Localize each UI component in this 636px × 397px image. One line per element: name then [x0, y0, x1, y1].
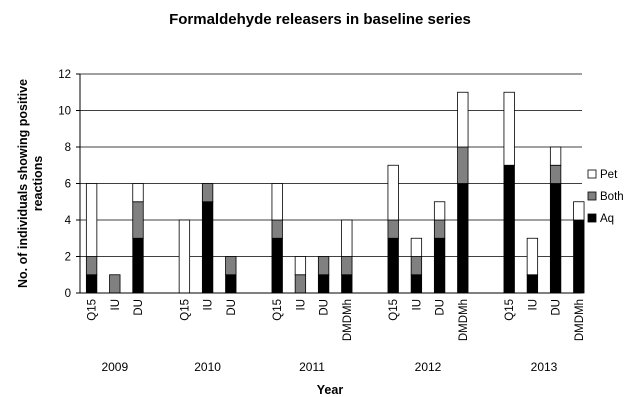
bar-segment-aq: [503, 164, 515, 294]
bar-segment-both: [317, 256, 330, 276]
legend-swatch-both: [587, 191, 597, 201]
y-tick-label: 12: [58, 69, 71, 81]
category-label: DMDMh: [574, 299, 586, 341]
bar-segment-pet: [549, 146, 562, 166]
bar-segment-both: [410, 256, 423, 276]
legend-label: Both: [600, 191, 624, 203]
year-label: 2009: [101, 360, 128, 374]
year-label: 2010: [194, 360, 221, 374]
bar-segment-pet: [433, 201, 446, 221]
category-label: Q15: [504, 299, 516, 321]
bar-segment-pet: [132, 183, 144, 203]
bar-segment-aq: [387, 237, 399, 294]
gridlines: [80, 73, 582, 257]
year-labels: 2009 2010 2011 2012 2013: [101, 360, 557, 374]
bar-segment-aq: [433, 237, 446, 294]
category-label: Q15: [179, 299, 191, 321]
chart-title: Formaldehyde releasers in baseline serie…: [169, 11, 471, 28]
bar-segment-pet: [341, 219, 353, 257]
category-label: DU: [226, 299, 238, 316]
year-label: 2011: [299, 360, 325, 374]
bar-segment-both: [294, 274, 307, 294]
category-labels: Q15 IU DU Q15 IU DU Q15 IU DU DMDMh Q15 IU DU DMDMh Q1…: [87, 299, 586, 341]
bar-segment-aq: [457, 183, 469, 294]
category-label: DMDMh: [458, 299, 470, 341]
bar-segment-aq: [549, 183, 562, 294]
bar-segment-pet: [410, 237, 423, 257]
category-label: Q15: [388, 299, 400, 321]
bar-segment-aq: [85, 274, 98, 294]
bar-segment-pet: [387, 164, 399, 221]
bar-segment-both: [201, 183, 214, 203]
bar-segment-pet: [271, 183, 283, 221]
category-label: Q15: [87, 299, 99, 321]
y-tick-label: 0: [65, 288, 71, 300]
bar-segment-pet: [178, 219, 191, 294]
legend-label: Pet: [600, 169, 618, 181]
category-label: Q15: [272, 299, 284, 321]
legend: Pet Both Aq: [587, 169, 624, 225]
bar-segment-both: [457, 146, 469, 184]
axes: [76, 73, 582, 294]
y-axis-label-text: No. of individuals showing positivereact…: [16, 79, 45, 288]
category-label: IU: [110, 299, 122, 311]
bar-segment-both: [109, 274, 121, 294]
bar-segment-both: [549, 164, 562, 184]
bar-segment-both: [132, 201, 144, 239]
year-label: 2013: [531, 360, 558, 374]
x-axis-label: Year: [317, 383, 344, 397]
category-label: DU: [319, 299, 331, 316]
category-label: IU: [295, 299, 307, 311]
category-label: IU: [527, 299, 539, 311]
bar-segment-pet: [85, 183, 98, 257]
bar-segment-aq: [225, 274, 237, 294]
bar-segment-both: [85, 256, 98, 276]
bar-segment-aq: [526, 274, 539, 294]
y-tick-label: 10: [58, 106, 71, 118]
bar-segment-both: [433, 219, 446, 239]
bar-segment-aq: [132, 237, 144, 294]
bar-segment-pet: [457, 91, 469, 148]
y-tick-label: 8: [65, 142, 71, 154]
bar-segment-aq: [201, 201, 214, 294]
category-label: IU: [203, 299, 215, 311]
y-axis-label: No. of individuals showing positivereact…: [16, 79, 45, 288]
bar-segment-pet: [294, 256, 307, 276]
category-label: DU: [133, 299, 145, 316]
bar-segment-both: [341, 256, 353, 276]
category-label: IU: [411, 299, 423, 311]
bar-segment-aq: [573, 219, 585, 294]
y-tick-label: 4: [65, 215, 72, 227]
category-label: DU: [435, 299, 447, 316]
legend-swatch-pet: [587, 169, 597, 179]
legend-swatch-aq: [587, 213, 597, 223]
bar-segment-aq: [271, 237, 283, 294]
category-label: DMDMh: [342, 299, 354, 341]
category-label: DU: [551, 299, 563, 316]
y-tick-labels: 0 2 4 6 8 10 12: [58, 69, 71, 300]
bar-segment-pet: [503, 91, 515, 166]
bars: [85, 91, 585, 294]
bar-segment-both: [387, 219, 399, 239]
y-tick-label: 2: [65, 252, 71, 264]
bar-segment-aq: [317, 274, 330, 294]
bar-segment-aq: [341, 274, 353, 294]
year-label: 2012: [415, 360, 442, 374]
bar-segment-pet: [573, 201, 585, 221]
legend-label: Aq: [600, 213, 614, 225]
bar-segment-pet: [526, 237, 539, 276]
bar-segment-both: [271, 219, 283, 239]
bar-segment-both: [225, 256, 237, 276]
bar-segment-aq: [410, 274, 423, 294]
y-tick-label: 6: [65, 179, 71, 191]
